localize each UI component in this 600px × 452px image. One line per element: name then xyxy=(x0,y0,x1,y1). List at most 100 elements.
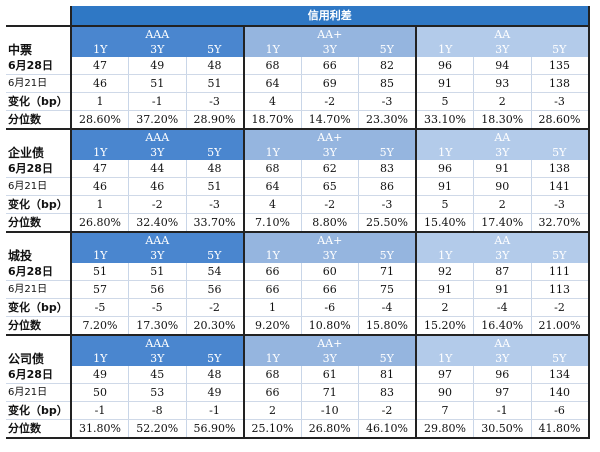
row-change: 变化（bp） -5 -5 -2 1 -6 -4 2 -4 -2 xyxy=(6,298,590,317)
value-cell: 48 xyxy=(185,366,244,384)
section-grade-header-row: 公司债 AAA AA+ AA xyxy=(6,334,590,366)
value-cell: 92 xyxy=(415,263,474,281)
value-cell: 66 xyxy=(242,383,301,402)
tenor-header-1y: 1Y xyxy=(415,145,474,160)
value-cell: 83 xyxy=(358,160,416,178)
value-cell: 51 xyxy=(128,263,186,281)
credit-spread-table-wrapper: 信用利差 中票 AAA AA+ AA 1Y 3Y 5Y 1Y 3Y 5Y 1Y 3Y 5Y 6月28日 47… xyxy=(6,6,590,439)
value-cell: 90 xyxy=(473,177,531,196)
value-cell: 5 xyxy=(415,92,474,111)
tenor-header-5y: 5Y xyxy=(358,351,416,366)
tenor-header-5y: 5Y xyxy=(186,145,244,160)
grade-header-aa: AA xyxy=(415,231,590,248)
value-cell: 15.20% xyxy=(415,316,474,336)
tenor-header-1y: 1Y xyxy=(70,145,129,160)
value-cell: -2 xyxy=(358,401,416,420)
row-label-change: 变化（bp） xyxy=(6,195,71,214)
value-cell: 7.20% xyxy=(70,316,129,336)
value-cell: 91 xyxy=(415,177,474,196)
value-cell: -4 xyxy=(358,298,416,317)
section-tenor-header-row: 1Y 3Y 5Y 1Y 3Y 5Y 1Y 3Y 5Y xyxy=(6,351,590,366)
value-cell: 85 xyxy=(358,74,416,93)
value-cell: 41.80% xyxy=(530,419,590,439)
value-cell: 66 xyxy=(242,280,301,299)
value-cell: 48 xyxy=(185,57,244,75)
grade-header-aaa: AAA xyxy=(70,128,244,145)
tenor-header-3y: 3Y xyxy=(301,248,359,263)
section-name: 城投 xyxy=(6,231,71,263)
row-date2: 6月21日 46 46 51 64 65 86 91 90 141 xyxy=(6,177,590,196)
row-label-date1: 6月28日 xyxy=(6,263,71,281)
value-cell: 51 xyxy=(128,74,186,93)
tenor-header-3y: 3Y xyxy=(473,42,531,57)
value-cell: 7.10% xyxy=(242,213,301,233)
value-cell: 90 xyxy=(415,383,474,402)
tenor-header-5y: 5Y xyxy=(186,248,244,263)
tenor-header-1y: 1Y xyxy=(242,42,301,57)
tenor-header-1y: 1Y xyxy=(415,42,474,57)
value-cell: 10.80% xyxy=(300,316,359,336)
row-date2: 6月21日 57 56 56 66 66 75 91 91 113 xyxy=(6,280,590,299)
tenor-header-3y: 3Y xyxy=(473,351,531,366)
value-cell: 46 xyxy=(70,177,129,196)
row-label-percentile: 分位数 xyxy=(6,316,71,336)
value-cell: 30.50% xyxy=(473,419,531,439)
value-cell: 2 xyxy=(415,298,474,317)
value-cell: 2 xyxy=(242,401,301,420)
tenor-header-5y: 5Y xyxy=(186,42,244,57)
value-cell: 91 xyxy=(473,280,531,299)
value-cell: 69 xyxy=(300,74,359,93)
value-cell: 111 xyxy=(530,263,590,281)
row-date1: 6月28日 51 51 54 66 60 71 92 87 111 xyxy=(6,263,590,281)
value-cell: 17.40% xyxy=(473,213,531,233)
value-cell: 1 xyxy=(70,195,129,214)
value-cell: -3 xyxy=(358,195,416,214)
value-cell: 113 xyxy=(530,280,590,299)
grade-header-aaa: AAA xyxy=(70,334,244,351)
value-cell: -2 xyxy=(185,298,244,317)
value-cell: 45 xyxy=(128,366,186,384)
tenor-header-1y: 1Y xyxy=(70,351,129,366)
value-cell: 33.10% xyxy=(415,110,474,130)
row-percentile: 分位数 28.60% 37.20% 28.90% 18.70% 14.70% 23.30% 3… xyxy=(6,110,590,130)
value-cell: -5 xyxy=(128,298,186,317)
value-cell: 51 xyxy=(70,263,129,281)
tenor-header-1y: 1Y xyxy=(242,145,301,160)
value-cell: 62 xyxy=(300,160,359,178)
row-label-percentile: 分位数 xyxy=(6,213,71,233)
value-cell: 14.70% xyxy=(300,110,359,130)
row-label-date1: 6月28日 xyxy=(6,160,71,178)
value-cell: -1 xyxy=(185,401,244,420)
grade-header-aa-plus: AA+ xyxy=(242,128,416,145)
section-grade-header-row: 中票 AAA AA+ AA xyxy=(6,25,590,57)
tenor-header-1y: 1Y xyxy=(415,248,474,263)
value-cell: 86 xyxy=(358,177,416,196)
value-cell: 83 xyxy=(358,383,416,402)
tenor-header-5y: 5Y xyxy=(531,145,590,160)
value-cell: 26.80% xyxy=(300,419,359,439)
value-cell: 21.00% xyxy=(530,316,590,336)
grade-header-aa-plus: AA+ xyxy=(242,231,416,248)
grade-header-aa: AA xyxy=(415,334,590,351)
value-cell: 96 xyxy=(415,57,474,75)
value-cell: 9.20% xyxy=(242,316,301,336)
row-percentile: 分位数 26.80% 32.40% 33.70% 7.10% 8.80% 25.50% 15.… xyxy=(6,213,590,233)
value-cell: 71 xyxy=(358,263,416,281)
value-cell: 48 xyxy=(185,160,244,178)
value-cell: 56.90% xyxy=(185,419,244,439)
section-grade-header-row: 企业债 AAA AA+ AA xyxy=(6,128,590,160)
tenor-header-5y: 5Y xyxy=(186,351,244,366)
tenor-header-5y: 5Y xyxy=(358,248,416,263)
value-cell: 68 xyxy=(242,57,301,75)
value-cell: -2 xyxy=(300,92,359,111)
value-cell: 49 xyxy=(70,366,129,384)
tenor-header-5y: 5Y xyxy=(531,351,590,366)
value-cell: 33.70% xyxy=(185,213,244,233)
value-cell: -3 xyxy=(185,92,244,111)
value-cell: 28.90% xyxy=(185,110,244,130)
value-cell: 140 xyxy=(530,383,590,402)
section-tenor-header-row: 1Y 3Y 5Y 1Y 3Y 5Y 1Y 3Y 5Y xyxy=(6,145,590,160)
row-label-date2: 6月21日 xyxy=(6,177,71,196)
value-cell: 71 xyxy=(300,383,359,402)
grade-header-aa: AA xyxy=(415,25,590,42)
